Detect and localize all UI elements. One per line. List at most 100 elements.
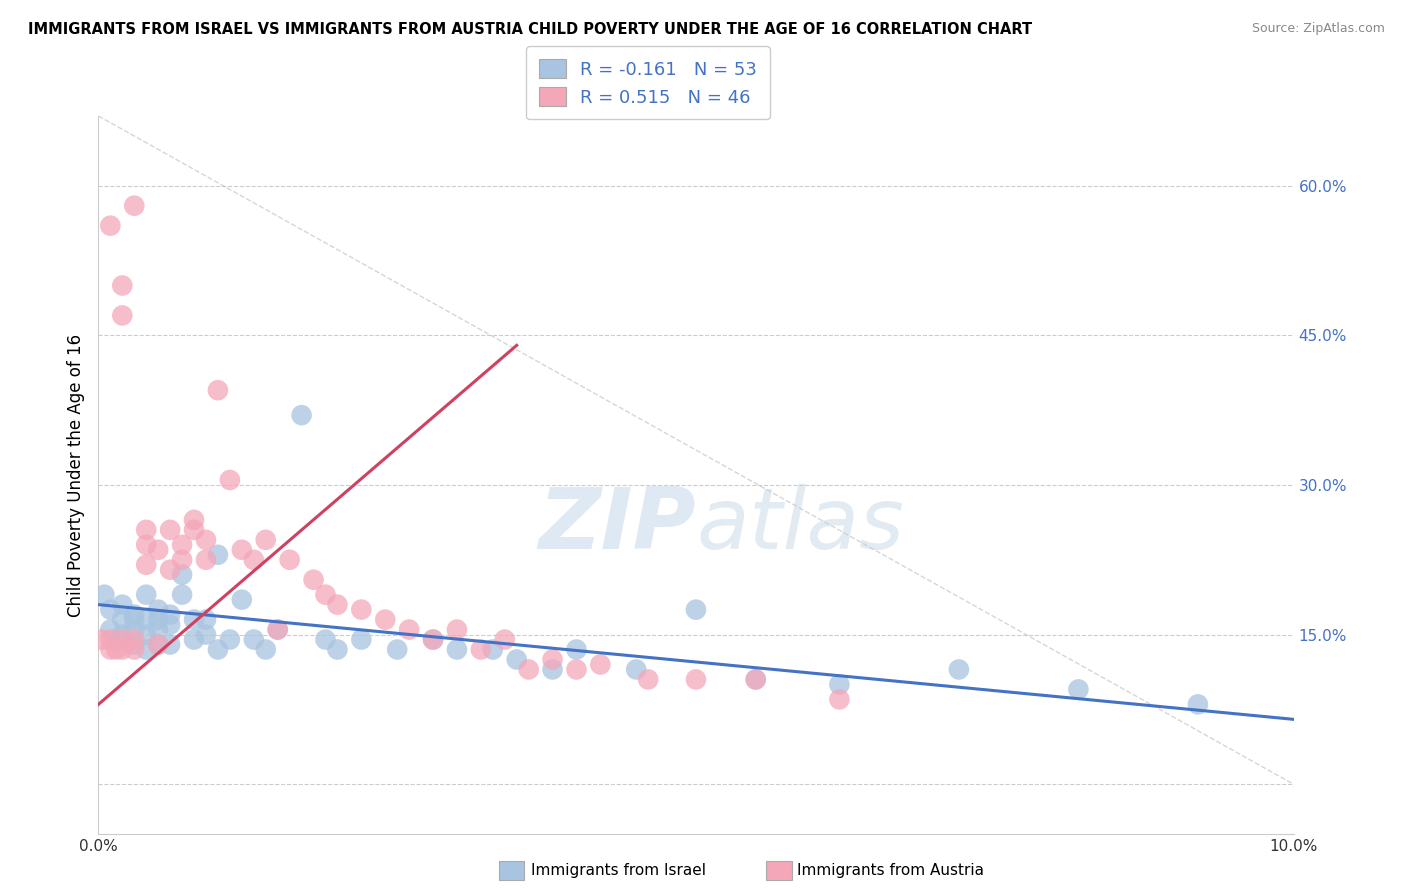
Point (183, 523, 205, 537)
Point (685, 602, 707, 616)
Point (207, 642, 229, 657)
Point (111, 309, 134, 323)
Point (243, 632, 266, 647)
Point (589, 657, 612, 672)
Point (207, 383, 229, 397)
Point (254, 533, 277, 547)
Point (541, 663, 564, 677)
Point (183, 513, 205, 527)
Point (172, 588, 194, 602)
Text: atlas: atlas (696, 483, 904, 566)
Point (135, 588, 157, 602)
Point (626, 663, 648, 677)
Text: Immigrants from Israel: Immigrants from Israel (531, 863, 706, 878)
Point (565, 663, 588, 677)
Point (135, 627, 157, 641)
Point (159, 638, 181, 652)
Point (446, 623, 468, 637)
Point (506, 652, 529, 666)
Text: ZIP: ZIP (538, 483, 696, 566)
Point (111, 278, 134, 293)
Point (326, 642, 349, 657)
Text: IMMIGRANTS FROM ISRAEL VS IMMIGRANTS FROM AUSTRIA CHILD POVERTY UNDER THE AGE OF: IMMIGRANTS FROM ISRAEL VS IMMIGRANTS FRO… (28, 22, 1032, 37)
Point (243, 553, 266, 567)
Point (111, 598, 134, 612)
Point (291, 408, 314, 422)
Text: Source: ZipAtlas.com: Source: ZipAtlas.com (1251, 22, 1385, 36)
Point (159, 523, 181, 537)
Point (267, 623, 290, 637)
Point (135, 642, 157, 657)
Point (135, 523, 157, 537)
Point (195, 613, 218, 627)
Point (159, 563, 181, 577)
Point (93, 588, 115, 602)
Point (135, 613, 157, 627)
Point (159, 607, 181, 622)
Point (685, 673, 707, 687)
Point (124, 632, 146, 647)
Point (98, 632, 122, 647)
Point (111, 627, 134, 641)
Point (98, 623, 122, 637)
Point (172, 553, 194, 567)
Legend: R = -0.161   N = 53, R = 0.515   N = 46: R = -0.161 N = 53, R = 0.515 N = 46 (526, 46, 770, 120)
Point (124, 199, 146, 213)
Point (195, 627, 218, 641)
Point (148, 602, 170, 616)
Point (148, 623, 170, 637)
Point (183, 632, 205, 647)
Point (1067, 682, 1090, 697)
Point (135, 558, 157, 572)
Point (828, 692, 851, 706)
Point (98, 602, 122, 616)
Point (195, 553, 218, 567)
Point (482, 642, 505, 657)
Point (219, 632, 242, 647)
Point (326, 598, 349, 612)
Point (98, 219, 122, 233)
Point (302, 573, 325, 587)
Point (195, 533, 218, 547)
Point (517, 663, 540, 677)
Point (745, 673, 768, 687)
Point (422, 632, 444, 647)
Point (315, 588, 337, 602)
Point (494, 632, 516, 647)
Point (398, 623, 420, 637)
Point (124, 642, 146, 657)
Point (422, 632, 444, 647)
Point (148, 638, 170, 652)
Point (172, 567, 194, 582)
Point (267, 623, 290, 637)
Point (183, 613, 205, 627)
Text: Immigrants from Austria: Immigrants from Austria (797, 863, 984, 878)
Point (278, 553, 301, 567)
Point (1187, 698, 1209, 712)
Point (374, 613, 396, 627)
Point (124, 623, 146, 637)
Point (637, 673, 659, 687)
Point (219, 473, 242, 487)
Point (948, 663, 970, 677)
Point (91, 632, 114, 647)
Point (207, 548, 229, 562)
Point (385, 642, 409, 657)
Point (565, 642, 588, 657)
Point (148, 613, 170, 627)
Point (111, 613, 134, 627)
Point (105, 642, 128, 657)
Point (254, 642, 277, 657)
Point (124, 638, 146, 652)
Y-axis label: Child Poverty Under the Age of 16: Child Poverty Under the Age of 16 (66, 334, 84, 616)
Point (231, 592, 253, 607)
Point (172, 538, 194, 552)
Point (148, 638, 170, 652)
Point (148, 542, 170, 557)
Point (828, 677, 851, 691)
Point (541, 652, 564, 666)
Point (105, 632, 128, 647)
Point (350, 602, 373, 616)
Point (159, 617, 181, 632)
Point (350, 632, 373, 647)
